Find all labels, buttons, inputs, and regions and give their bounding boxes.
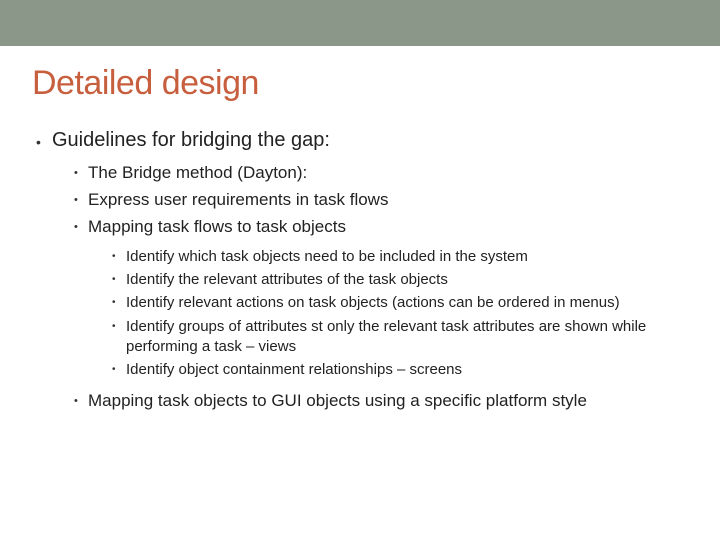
list-item: Identify the relevant attributes of the …: [112, 270, 688, 290]
list-item-text: Identify which task objects need to be i…: [126, 248, 528, 265]
list-item-text: Mapping task flows to task objects: [88, 217, 346, 236]
list-item-text: Identify object containment relationship…: [126, 361, 462, 378]
bullet-list-level3: Identify which task objects need to be i…: [88, 247, 688, 381]
list-item: Identify relevant actions on task object…: [112, 293, 688, 313]
list-item: Identify object containment relationship…: [112, 360, 688, 380]
slide-title: Detailed design: [32, 64, 688, 103]
top-accent-bar: [0, 0, 720, 46]
list-item: Identify which task objects need to be i…: [112, 247, 688, 267]
list-item: Mapping task objects to GUI objects usin…: [74, 390, 688, 413]
list-item-text: Identify the relevant attributes of the …: [126, 271, 448, 288]
list-item-text: The Bridge method (Dayton):: [88, 163, 307, 182]
list-item: Identify groups of attributes st only th…: [112, 317, 688, 358]
slide-content: Detailed design Guidelines for bridging …: [0, 46, 720, 413]
list-item: Guidelines for bridging the gap: The Bri…: [36, 129, 688, 413]
bullet-list-level1: Guidelines for bridging the gap: The Bri…: [32, 129, 688, 413]
list-item-text: Guidelines for bridging the gap:: [52, 129, 330, 151]
bullet-list-level2: The Bridge method (Dayton): Express user…: [52, 162, 688, 413]
list-item: Mapping task flows to task objects Ident…: [74, 216, 688, 380]
list-item: Express user requirements in task flows: [74, 189, 688, 212]
list-item-text: Mapping task objects to GUI objects usin…: [88, 391, 587, 410]
list-item-text: Identify relevant actions on task object…: [126, 294, 620, 311]
list-item: The Bridge method (Dayton):: [74, 162, 688, 185]
list-item-text: Identify groups of attributes st only th…: [126, 318, 646, 355]
list-item-text: Express user requirements in task flows: [88, 190, 388, 209]
